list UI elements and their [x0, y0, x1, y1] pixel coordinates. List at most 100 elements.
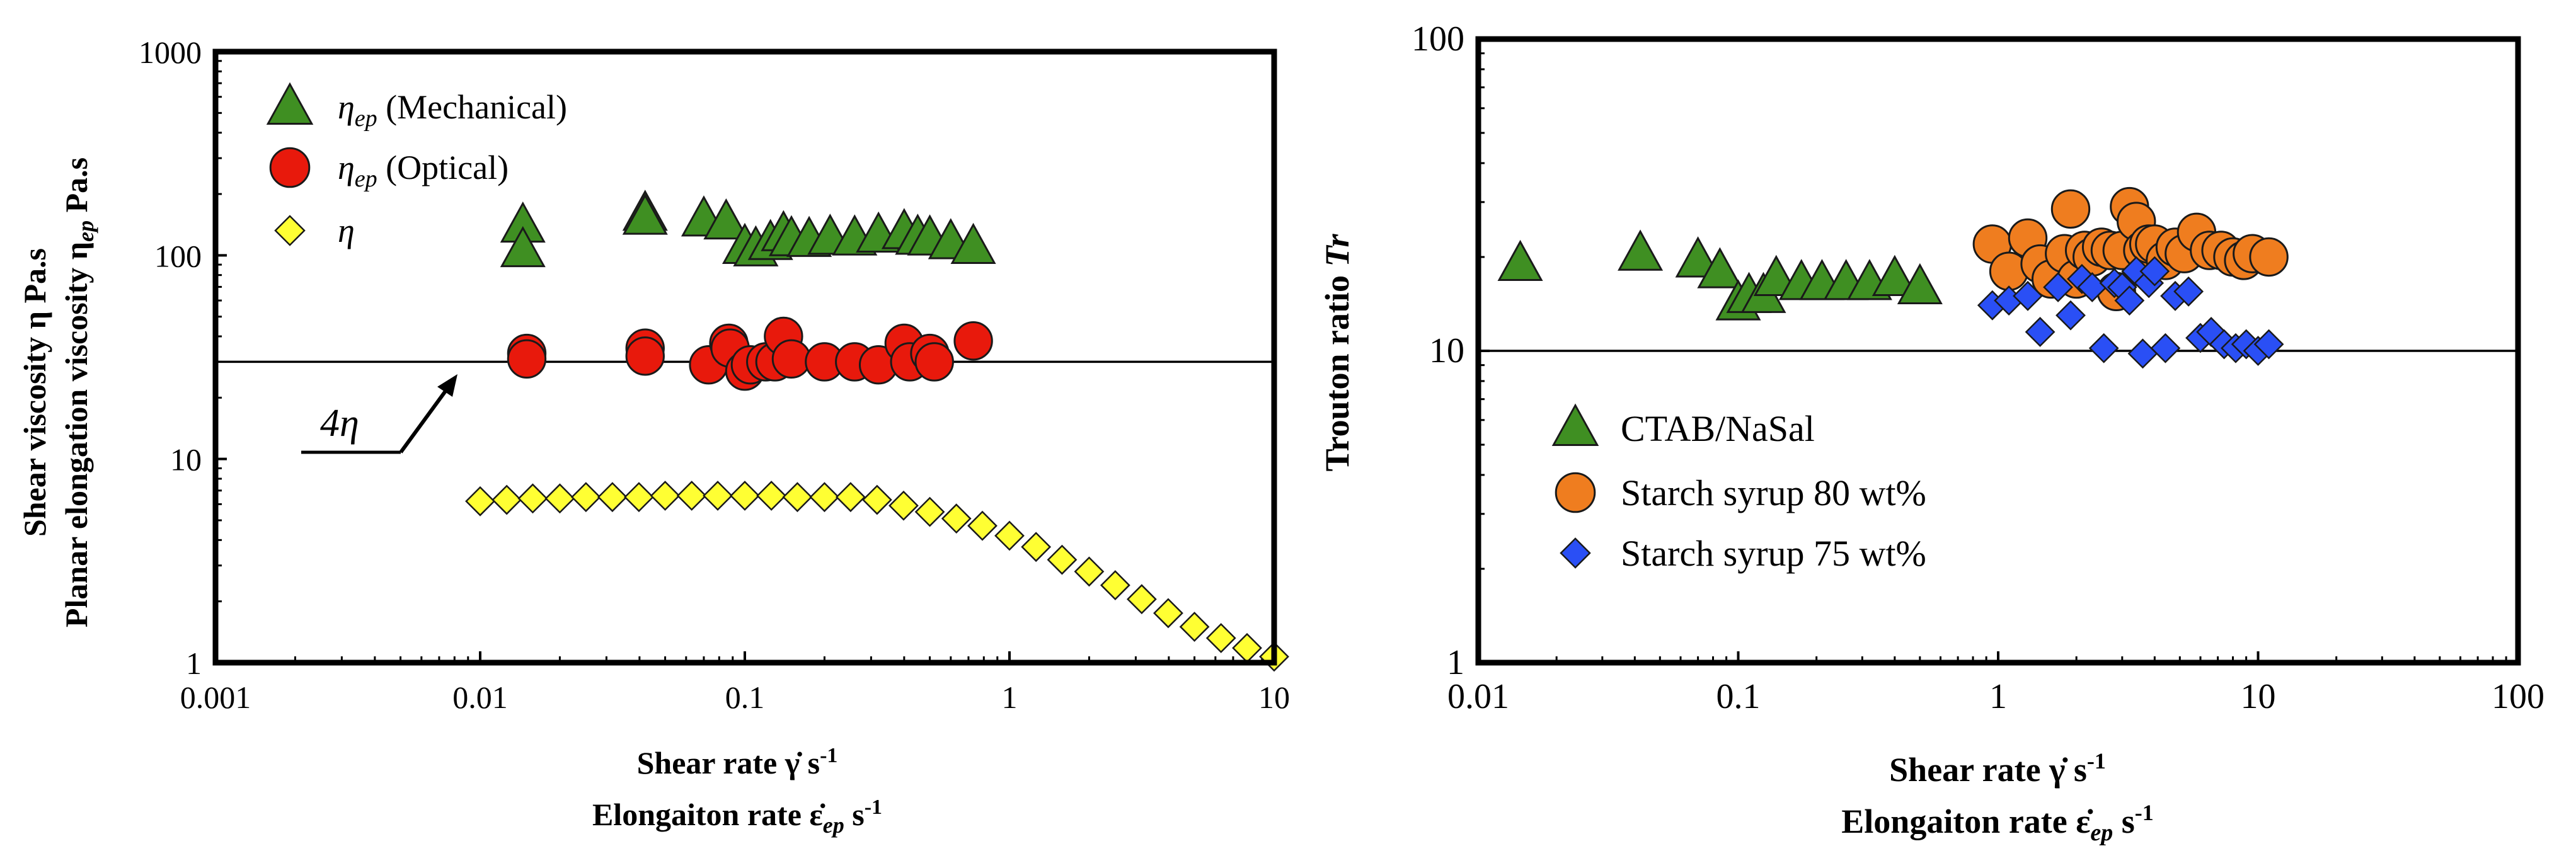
data-point [2088, 333, 2119, 363]
x-tick-label: 0.01 [1447, 677, 1509, 716]
data-point [1232, 632, 1262, 663]
data-point [1872, 254, 1918, 296]
data-point [1126, 584, 1157, 615]
y-tick-label: 100 [1412, 20, 1464, 59]
left-legend: ηep (Mechanical) ηep (Optical) η [266, 82, 567, 249]
data-point [1153, 598, 1183, 629]
data-point [835, 482, 866, 513]
legend-label: η [338, 212, 355, 249]
right-data-points [1497, 186, 2289, 369]
y-tick-label: 1 [1447, 643, 1464, 682]
series-0 [500, 190, 996, 268]
series-0 [1497, 229, 1943, 321]
left-y-axis-title-1: Shear viscosity η Pa.s [17, 248, 52, 537]
right-x-axis-title-2: Elongaiton rate ε̇ep s-1 [1841, 800, 2153, 846]
data-point [756, 481, 787, 511]
data-point [967, 510, 998, 541]
legend-marker [1555, 472, 1596, 513]
data-point [941, 503, 972, 534]
data-point [1675, 236, 1721, 278]
data-point [597, 482, 628, 513]
x-tick-label: 0.1 [1716, 677, 1761, 716]
y-tick-label: 100 [154, 238, 202, 273]
legend-marker [1560, 537, 1591, 569]
data-point [914, 496, 945, 527]
x-tick-label: 0.1 [725, 680, 765, 715]
legend-label: Starch syrup 75 wt% [1621, 533, 1926, 574]
legend-label: CTAB/NaSal [1621, 408, 1815, 449]
data-point [2249, 237, 2289, 277]
left-plot-frame [212, 49, 1277, 666]
data-point [500, 226, 546, 268]
data-point [994, 520, 1025, 551]
data-point [888, 490, 919, 521]
legend-label: ηep (Optical) [338, 149, 509, 192]
data-point [1618, 229, 1664, 271]
left-data-points [465, 190, 1289, 672]
data-point [771, 339, 812, 379]
data-point [544, 483, 575, 514]
data-point [1074, 556, 1105, 587]
y-tick-label: 10 [170, 442, 202, 477]
right-chart: 0.01 0.1 1 10 100 1 10 100 Trouton ratio Tr She… [1318, 20, 2544, 846]
data-point [2050, 189, 2091, 229]
right-axis-ticks: 0.01 0.1 1 10 100 1 10 100 [1412, 20, 2544, 716]
data-point [1497, 239, 1543, 282]
data-point [517, 483, 548, 514]
legend-marker [266, 82, 314, 125]
x-tick-label: 1 [1989, 677, 2007, 716]
right-x-axis-title-1: Shear rate γ̇ s-1 [1889, 748, 2106, 789]
four-eta-label: 4η [320, 402, 359, 445]
data-point [622, 193, 668, 235]
data-point [1047, 544, 1078, 575]
right-legend: CTAB/NaSal Starch syrup 80 wt% Starch syru… [1551, 403, 1926, 574]
data-point [1897, 263, 1943, 304]
legend-marker [274, 215, 306, 246]
data-point [1205, 623, 1236, 653]
right-y-axis-title: Trouton ratio Tr [1318, 234, 1356, 472]
data-point [1100, 570, 1130, 600]
data-point [914, 342, 954, 382]
data-point [2139, 256, 2170, 287]
legend-marker [269, 147, 311, 188]
four-eta-annotation: 4η [301, 374, 457, 454]
data-point [2114, 285, 2145, 316]
data-point [1021, 532, 1052, 562]
data-point [2013, 280, 2043, 311]
x-tick-label: 0.01 [452, 680, 508, 715]
data-point [625, 336, 665, 376]
left-y-axis-title-2: Planar elongation viscosity ηep Pa.s [59, 157, 98, 627]
data-point [861, 484, 892, 515]
data-point [1697, 247, 1743, 288]
series-2 [1977, 256, 2284, 369]
left-axis-ticks: 0.001 0.01 0.1 1 10 1 10 100 1000 [139, 35, 1290, 715]
annotation-arrow-shaft [399, 385, 451, 454]
data-point [2173, 276, 2204, 307]
data-point [624, 482, 654, 513]
data-point [650, 481, 681, 511]
data-point [465, 486, 495, 517]
legend-label: Starch syrup 80 wt% [1621, 472, 1926, 513]
data-point [730, 481, 760, 511]
x-tick-label: 10 [2241, 677, 2276, 716]
data-point [1179, 612, 1210, 642]
data-point [703, 481, 733, 511]
data-point [2056, 300, 2086, 331]
data-point [703, 198, 749, 240]
left-x-axis-title-2: Elongaiton rate ε̇ep s-1 [592, 796, 882, 838]
legend-marker [1551, 403, 1599, 446]
data-point [782, 482, 813, 513]
series-1 [507, 316, 993, 391]
data-point [2127, 338, 2158, 369]
data-point [492, 484, 522, 515]
data-point [809, 482, 840, 513]
data-point [2043, 272, 2073, 302]
data-point [2025, 317, 2056, 347]
data-point [507, 339, 547, 379]
data-point [570, 482, 601, 513]
data-point [953, 321, 993, 361]
y-tick-label: 1 [186, 646, 202, 681]
y-tick-label: 10 [1429, 331, 1464, 370]
series-2 [465, 481, 1289, 672]
